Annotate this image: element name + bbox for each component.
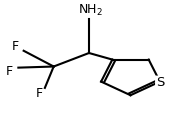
Text: S: S [156, 76, 164, 89]
Text: F: F [6, 64, 13, 77]
Text: F: F [11, 40, 18, 53]
Text: NH$_2$: NH$_2$ [78, 3, 103, 18]
Text: F: F [36, 87, 43, 100]
